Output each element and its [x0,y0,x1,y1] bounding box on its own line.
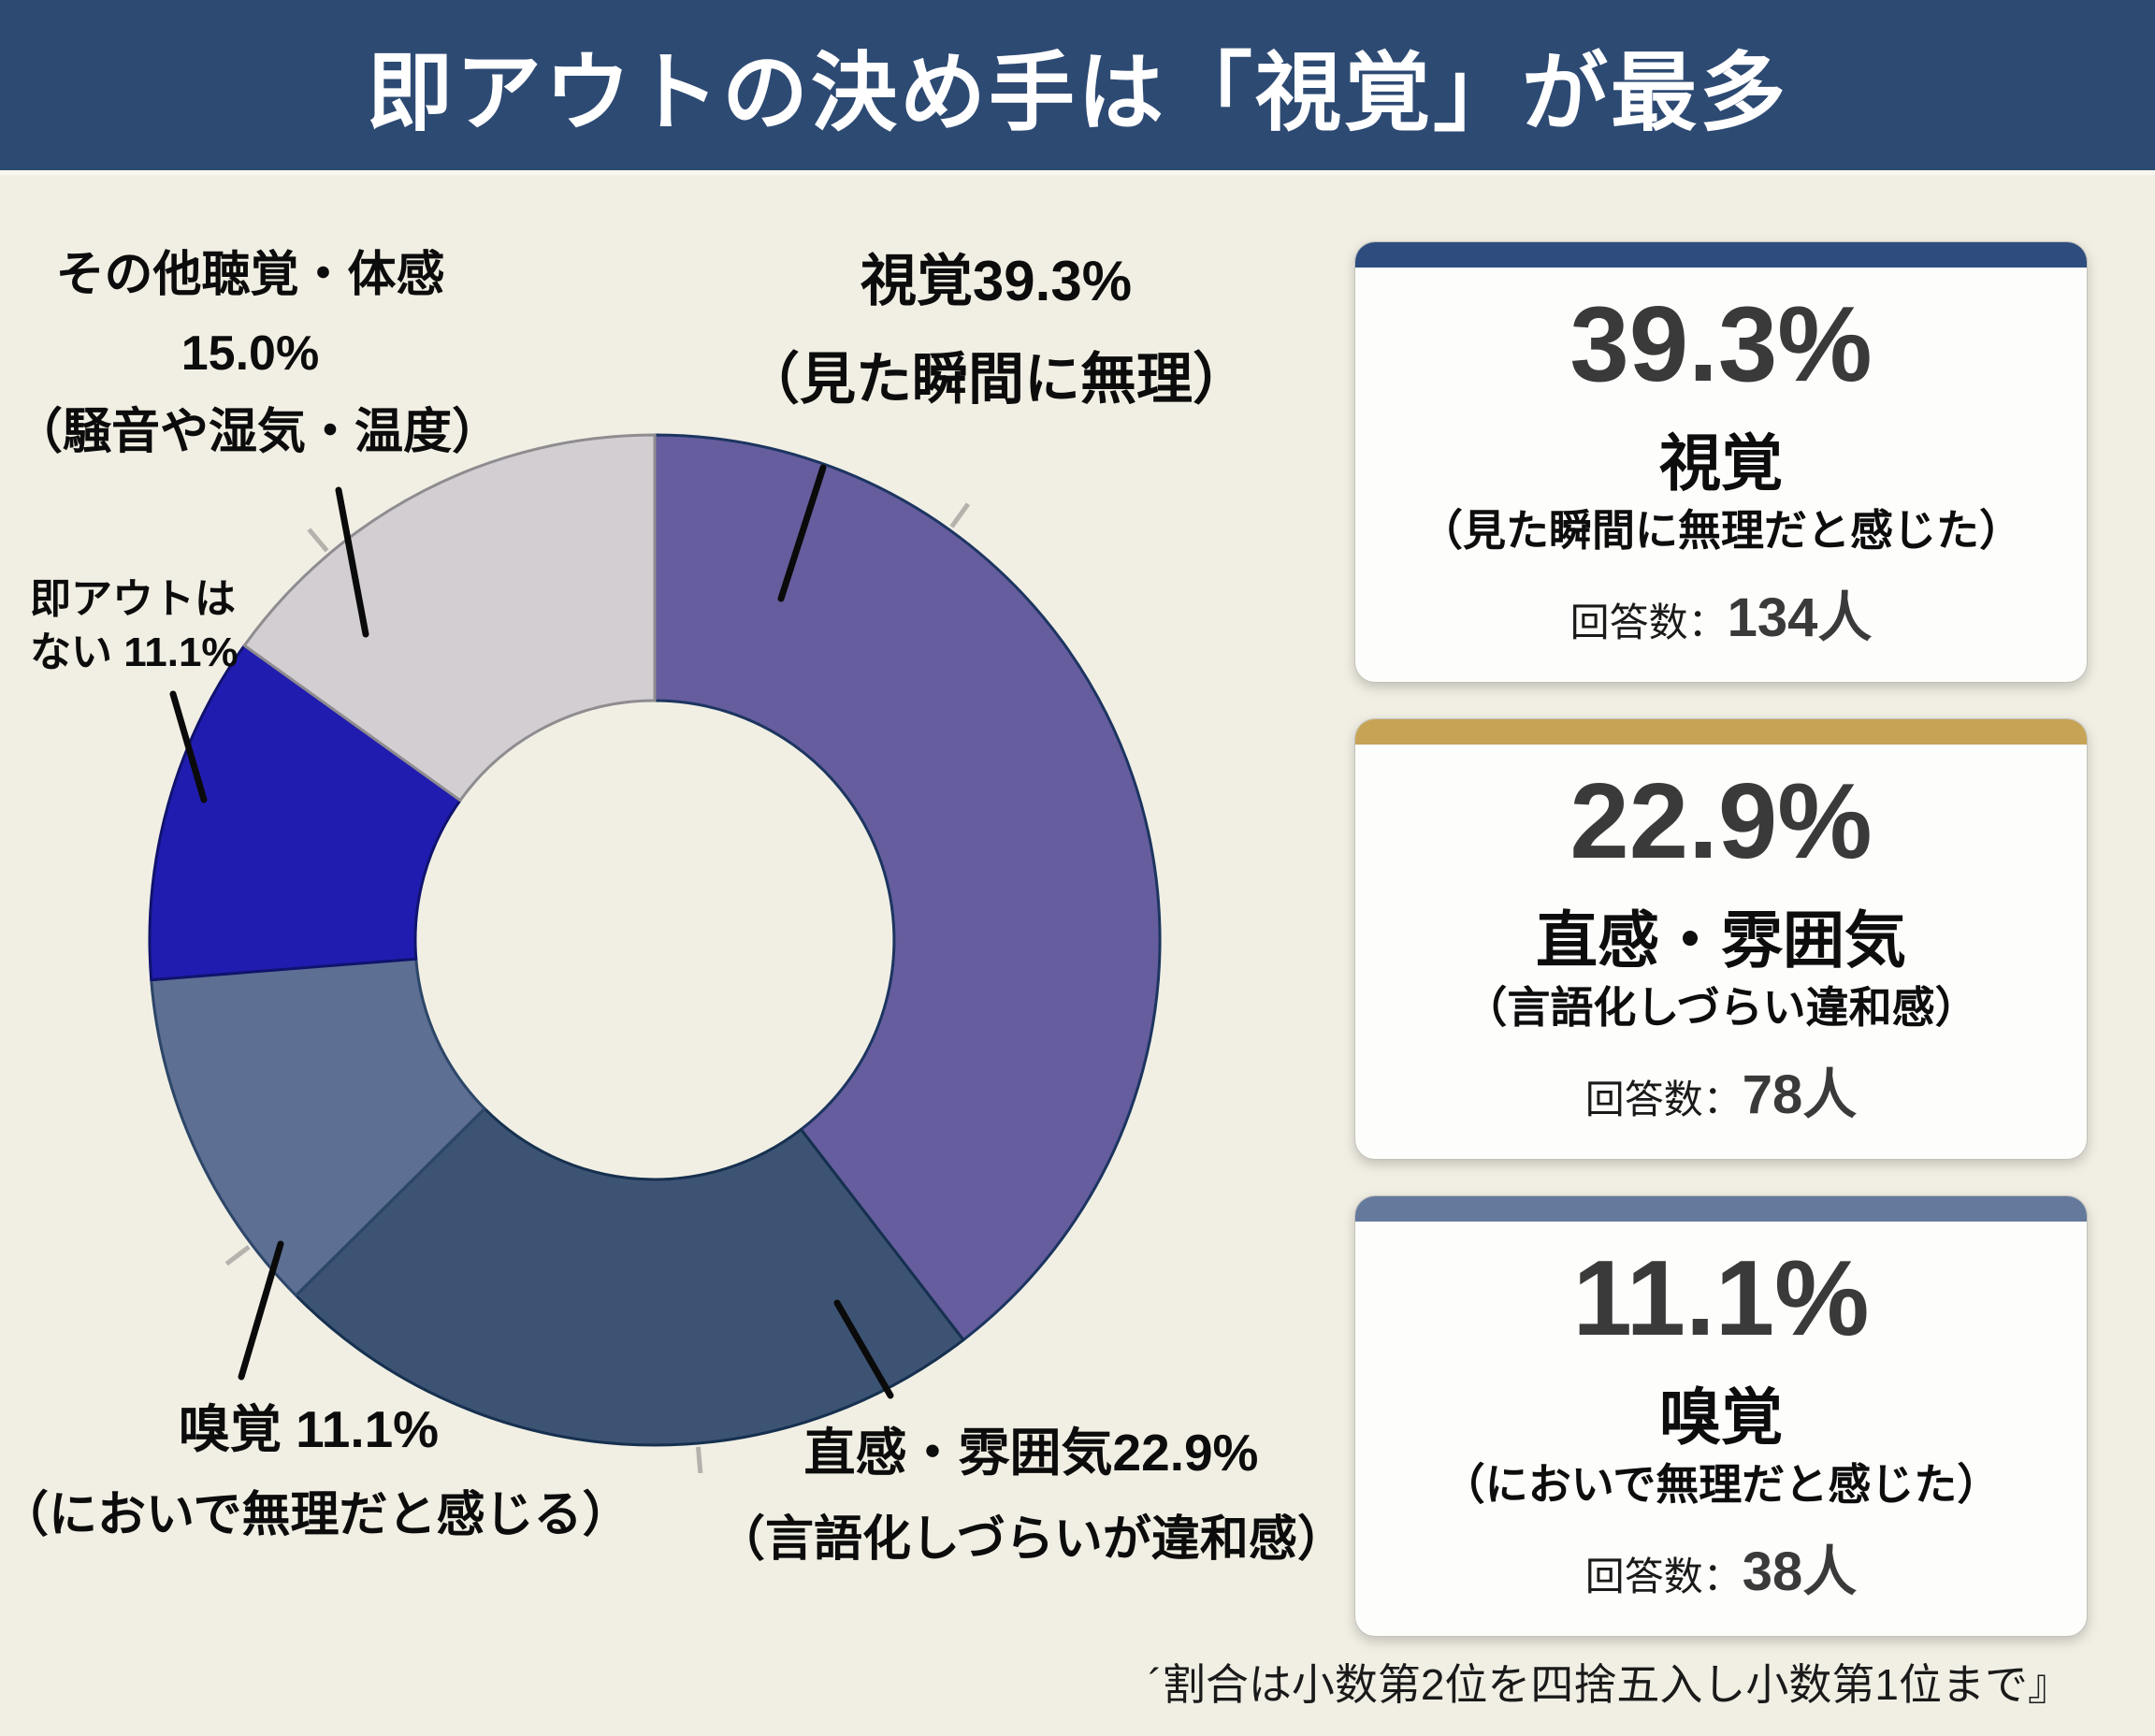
pie-slice-即アウトはない [148,644,462,982]
pie-label-line: ない 11.1% [30,629,239,676]
card-percent: 11.1% [1572,1239,1870,1358]
card-accent-bar [1355,719,2087,745]
pie-label-vision: 視覚39.3% （見た瞬間に無理） [711,232,1281,428]
pie-label-none: 即アウトは ない 11.1% [30,572,367,679]
stat-card-vision: 39.3% 視覚 （見た瞬間に無理だと感じた） 回答数： 134人 [1354,241,2088,683]
count-value: 134人 [1727,586,1873,648]
card-accent-bar [1355,1196,2087,1222]
slice-tick [307,528,329,553]
stat-card-intuition: 22.9% 直感・雰囲気 （言語化しづらい違和感） 回答数： 78人 [1354,718,2088,1160]
count-label: 回答数： [1584,1077,1743,1121]
pie-label-line: （言語化しづらいが違和感） [716,1512,1346,1568]
pie-label-smell: 嗅覚 11.1% （においで無理だと感じる） [0,1386,631,1556]
count-label: 回答数： [1569,600,1728,644]
pie-label-line: 直感・雰囲気22.9% [803,1424,1259,1482]
page-title: 即アウトの決め手は「視覚」が最多 [366,45,1788,141]
card-count-row: 回答数： 38人 [1585,1527,1858,1606]
card-subtitle: （言語化しづらい違和感） [1464,983,1978,1032]
pie-slice-その他聴覚・体感 [242,433,657,803]
slice-tick [695,1446,703,1473]
card-percent: 39.3% [1569,285,1873,404]
header-bar: 即アウトの決め手は「視覚」が最多 [0,0,2155,175]
card-category: 直感・雰囲気 [1536,905,1906,975]
leader-vision-line [777,464,827,602]
pie-label-other: その他聴覚・体感 15.0% （騒音や湿気・温度） [14,236,501,472]
slice-tick [949,502,970,528]
pie-label-line: その他聴覚・体感 [55,248,445,302]
leader-smell-line [238,1240,284,1381]
card-category: 嗅覚 [1659,1382,1783,1452]
footer-note: ´割合は小数第2位を四捨五入し小数第1位まで』 [1148,1660,2071,1709]
pie-label-intuition: 直感・雰囲気22.9% （言語化しづらいが違和感） [697,1408,1366,1583]
slice-tick [224,1245,251,1266]
pie-slice-直感・雰囲気 [294,1107,965,1447]
card-subtitle: （見た瞬間に無理だと感じた） [1420,506,2022,555]
card-count-row: 回答数： 134人 [1570,573,1873,652]
pie-label-line: 嗅覚 11.1% [178,1400,440,1458]
pie-label-line: 即アウトは [30,576,236,622]
pie-label-line: 視覚39.3% [860,250,1133,312]
card-subtitle: （においで無理だと感じた） [1441,1460,2001,1509]
count-value: 78人 [1742,1063,1858,1125]
pie-slice-視覚 [653,433,1162,1341]
donut-chart [148,433,1162,1473]
card-accent-bar [1355,242,2087,268]
pie-label-line: （見た瞬間に無理） [744,348,1249,411]
stat-card-smell: 11.1% 嗅覚 （においで無理だと感じた） 回答数： 38人 [1354,1195,2088,1637]
count-value: 38人 [1742,1541,1858,1602]
pie-slice-嗅覚 [150,957,486,1297]
pie-label-line: （においで無理だと感じる） [0,1487,631,1542]
stat-card-column: 39.3% 視覚 （見た瞬間に無理だと感じた） 回答数： 134人 22.9% … [1354,241,2088,1672]
leader-other-line [335,486,369,638]
leader-none-line [169,690,208,803]
card-count-row: 回答数： 78人 [1585,1050,1858,1129]
count-label: 回答数： [1584,1554,1743,1599]
card-percent: 22.9% [1569,762,1873,881]
leader-intuition-line [833,1299,894,1399]
card-category: 視覚 [1659,428,1783,498]
pie-label-line: 15.0% [181,326,320,382]
pie-label-line: （騒音や湿気・温度） [14,405,501,460]
